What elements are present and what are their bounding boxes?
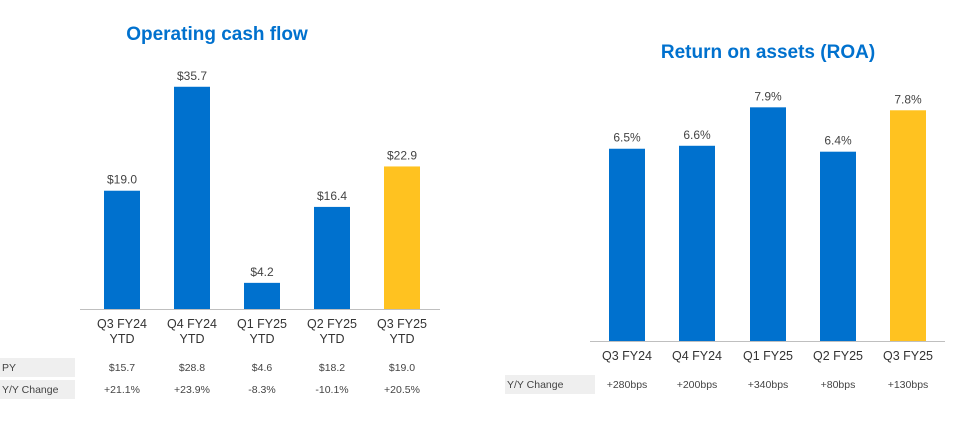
chart2-bar-2 bbox=[679, 145, 715, 341]
chart2-table-row-1-cell-5: +130bps bbox=[888, 379, 929, 391]
chart1-tick-label-3-line-2: YTD bbox=[250, 332, 275, 346]
chart1-tick-label-2-line-2: YTD bbox=[180, 332, 205, 346]
chart1-tick-label-5-line-1: Q3 FY25 bbox=[377, 317, 427, 331]
chart1-tick-label-4-line-1: Q2 FY25 bbox=[307, 317, 357, 331]
chart1-value-label-1: $19.0 bbox=[107, 173, 137, 187]
chart1-bar-2 bbox=[174, 86, 210, 309]
chart2-table-row-1-cell-2: +200bps bbox=[677, 379, 718, 391]
chart2-table-row-1-label: Y/Y Change bbox=[507, 379, 564, 391]
chart2-value-label-2: 6.6% bbox=[683, 128, 711, 142]
chart2-tick-label-1: Q3 FY24 bbox=[602, 349, 652, 363]
chart2-bar-3 bbox=[750, 107, 786, 341]
chart1-table-row-1-cell-2: $28.8 bbox=[179, 362, 205, 374]
chart1-table-row-1-cell-4: $18.2 bbox=[319, 362, 345, 374]
chart2-bar-4 bbox=[820, 151, 856, 341]
chart2-value-label-3: 7.9% bbox=[754, 89, 782, 103]
chart1-table-row-1-header-bg bbox=[0, 358, 75, 377]
chart1-bar-1 bbox=[104, 190, 140, 309]
chart1-table-row-1-label: PY bbox=[2, 362, 16, 374]
chart2-value-label-5: 7.8% bbox=[894, 92, 922, 106]
chart2-tick-label-5: Q3 FY25 bbox=[883, 349, 933, 363]
chart2-tick-label-4: Q2 FY25 bbox=[813, 349, 863, 363]
chart2-table-row-1-cell-4: +80bps bbox=[821, 379, 856, 391]
chart1-value-label-3: $4.2 bbox=[250, 265, 274, 279]
chart1-table-row-2-label: Y/Y Change bbox=[2, 384, 59, 396]
chart1-table-row-2-cell-3: -8.3% bbox=[248, 384, 275, 396]
chart1-title: Operating cash flow bbox=[126, 24, 308, 45]
chart1-tick-label-5-line-2: YTD bbox=[390, 332, 415, 346]
chart2-table-row-1-cell-3: +340bps bbox=[748, 379, 789, 391]
chart1-bar-3 bbox=[244, 282, 280, 309]
chart2-tick-label-2: Q4 FY24 bbox=[672, 349, 722, 363]
chart2-table-row-1-header-bg bbox=[505, 375, 595, 394]
chart1-bar-5 bbox=[384, 166, 420, 309]
chart1-table-row-1-cell-3: $4.6 bbox=[252, 362, 273, 374]
chart1-bar-4 bbox=[314, 206, 350, 309]
chart1-tick-label-1-line-1: Q3 FY24 bbox=[97, 317, 147, 331]
chart2-table-row-1-cell-1: +280bps bbox=[607, 379, 648, 391]
chart2-bar-5 bbox=[890, 110, 926, 341]
chart1-table-row-2-cell-2: +23.9% bbox=[174, 384, 210, 396]
chart2-value-label-1: 6.5% bbox=[613, 131, 641, 145]
chart1-table-row-1-cell-5: $19.0 bbox=[389, 362, 415, 374]
chart1-tick-label-3-line-1: Q1 FY25 bbox=[237, 317, 287, 331]
chart2-title: Return on assets (ROA) bbox=[661, 42, 875, 63]
chart1-table-row-1-cell-1: $15.7 bbox=[109, 362, 135, 374]
chart1-value-label-4: $16.4 bbox=[317, 189, 347, 203]
chart2-bar-1 bbox=[609, 148, 645, 341]
chart1-value-label-5: $22.9 bbox=[387, 148, 417, 162]
chart2-value-label-4: 6.4% bbox=[824, 134, 852, 148]
chart1-tick-label-4-line-2: YTD bbox=[320, 332, 345, 346]
chart1-table-row-2-header-bg bbox=[0, 380, 75, 399]
chart1-table-row-2-cell-4: -10.1% bbox=[315, 384, 348, 396]
chart1-tick-label-1-line-2: YTD bbox=[110, 332, 135, 346]
chart1-table-row-2-cell-5: +20.5% bbox=[384, 384, 420, 396]
chart1-table-row-2-cell-1: +21.1% bbox=[104, 384, 140, 396]
chart1-value-label-2: $35.7 bbox=[177, 69, 207, 83]
chart1-tick-label-2-line-1: Q4 FY24 bbox=[167, 317, 217, 331]
chart2-tick-label-3: Q1 FY25 bbox=[743, 349, 793, 363]
